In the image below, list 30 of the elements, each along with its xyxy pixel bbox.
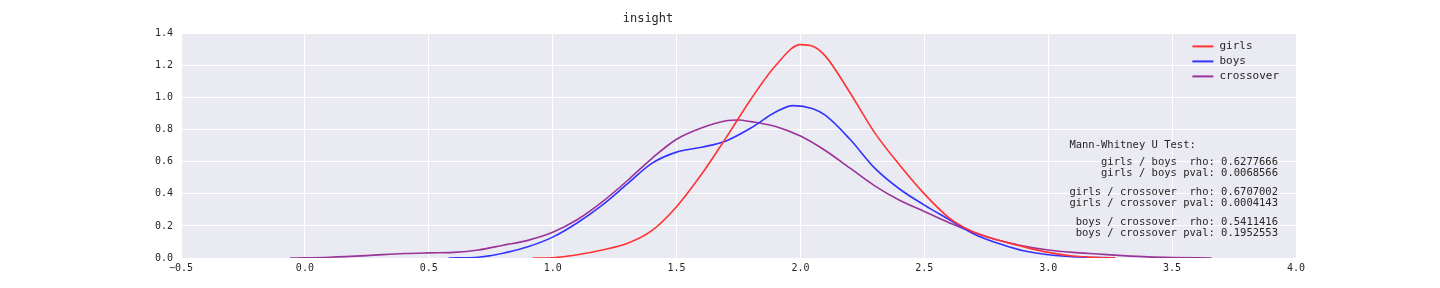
x-tick-label: −0.5 — [168, 261, 194, 273]
legend-label: crossover — [1219, 69, 1280, 83]
annotation: girls / crossover pval: 0.0004143 — [1069, 196, 1278, 209]
legend-label: girls — [1219, 39, 1253, 53]
x-tick-label: 0.5 — [419, 261, 438, 273]
y-tick-label: 1.0 — [154, 91, 173, 103]
y-tick-label: 1.4 — [154, 26, 173, 38]
x-tick-label: 1.0 — [543, 261, 562, 273]
annotation: girls / boys rho: 0.6277666 — [1100, 155, 1278, 168]
y-tick-label: 0.2 — [154, 219, 173, 231]
annotation: Mann-Whitney U Test: — [1069, 138, 1196, 151]
annotation: girls / boys pval: 0.0068566 — [1100, 166, 1278, 179]
y-tick-label: 0.8 — [154, 123, 173, 135]
x-tick-label: 3.0 — [1039, 261, 1058, 273]
y-tick-label: 0.6 — [154, 155, 173, 167]
x-tick-label: 3.5 — [1163, 261, 1182, 273]
annotation: boys / crossover pval: 0.1952553 — [1075, 226, 1278, 239]
chart-title: insight — [622, 11, 674, 26]
x-tick-label: 2.0 — [791, 261, 810, 273]
annotation: girls / crossover rho: 0.6707002 — [1069, 185, 1278, 198]
line-series — [289, 119, 1213, 258]
x-tick-label: 1.5 — [667, 261, 686, 273]
x-tick-label: 2.5 — [915, 261, 934, 273]
y-tick-label: 0.0 — [154, 251, 173, 263]
legend-label: boys — [1219, 54, 1246, 68]
annotation: boys / crossover rho: 0.5411416 — [1075, 215, 1278, 228]
y-tick-label: 0.4 — [154, 187, 173, 199]
x-tick-label: 0.0 — [295, 261, 314, 273]
x-tick-label: 4.0 — [1286, 261, 1306, 273]
y-tick-label: 1.2 — [154, 59, 173, 71]
